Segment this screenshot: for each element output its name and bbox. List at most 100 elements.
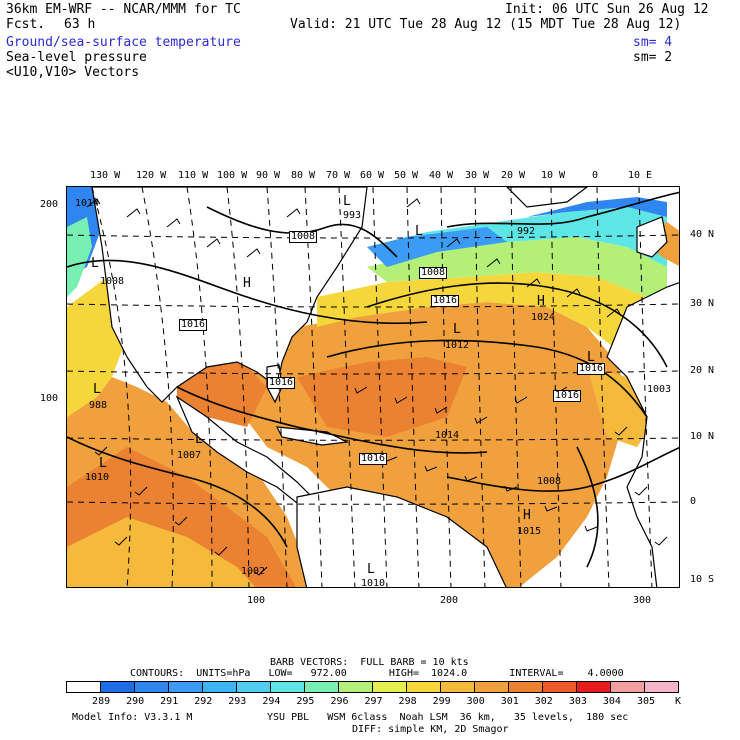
isobar-label: 1002 (241, 566, 266, 577)
grid-label-left: 200 (40, 199, 59, 210)
low-marker: L (91, 256, 99, 271)
isobar-label: 1016 (179, 319, 208, 331)
lat-label: 0 (690, 496, 697, 507)
init-time: Init: 06 UTC Sun 26 Aug 12 (505, 2, 709, 17)
colorbar-tick-label: 295 (296, 696, 315, 707)
isobar-label: 1015 (517, 526, 542, 537)
lat-label: 10 N (690, 431, 715, 442)
colorbar-tick-label: 291 (160, 696, 179, 707)
barb-vectors-note: BARB VECTORS: FULL BARB = 10 kts (270, 657, 469, 668)
lon-label: 130 W (90, 170, 121, 181)
lon-label: 70 W (326, 170, 351, 181)
colorbar-tick-label: 304 (602, 696, 621, 707)
lon-label: 40 W (429, 170, 454, 181)
wind-barbs (86, 198, 668, 576)
low-marker: L (367, 562, 375, 577)
colorbar-cell (169, 682, 203, 692)
high-marker: H (537, 294, 545, 309)
isobar-label: 1010 (85, 472, 110, 483)
lon-label: 10 E (628, 170, 653, 181)
colorbar-cell (373, 682, 407, 692)
colorbar-tick-label: 289 (92, 696, 111, 707)
colorbar-cell (577, 682, 611, 692)
grid-label-bottom: 300 (633, 595, 652, 606)
high-marker: H (243, 276, 251, 291)
isobar-label: 1010 (361, 578, 386, 588)
colorbar-cell (611, 682, 645, 692)
low-marker: L (415, 224, 423, 239)
colorbar-cell (475, 682, 509, 692)
lon-label: 60 W (360, 170, 385, 181)
colorbar-tick-label: 305 (636, 696, 655, 707)
lon-label: 90 W (256, 170, 281, 181)
colorbar-cell (509, 682, 543, 692)
isobar-label: 1016 (267, 377, 296, 389)
colorbar-tick-label: 303 (568, 696, 587, 707)
lon-label: 80 W (291, 170, 316, 181)
lon-label: 100 W (217, 170, 248, 181)
low-marker: L (587, 350, 595, 365)
colorbar-cell (441, 682, 475, 692)
grid-label-left: 100 (40, 393, 59, 404)
low-marker: L (93, 382, 101, 397)
low-marker: L (453, 322, 461, 337)
lon-label: 20 W (501, 170, 526, 181)
colorbar-cell (271, 682, 305, 692)
lon-label: 50 W (394, 170, 419, 181)
low-marker: L (343, 194, 351, 209)
isobar-label: 1008 (100, 276, 125, 287)
lon-label: 10 W (541, 170, 566, 181)
colorbar-tick-label: 299 (432, 696, 451, 707)
colorbar-cell (645, 682, 678, 692)
field-label-vectors: <U10,V10> Vectors (6, 65, 140, 80)
colorbar-tick-label: 292 (194, 696, 213, 707)
colorbar-cell (203, 682, 237, 692)
lon-label: 110 W (178, 170, 209, 181)
colorbar-cell (237, 682, 271, 692)
high-marker: H (523, 508, 531, 523)
isobar-label: 1024 (531, 312, 556, 323)
valid-time: Valid: 21 UTC Tue 28 Aug 12 (15 MDT Tue … (290, 17, 682, 32)
isobar-label: 1012 (445, 340, 470, 351)
colorbar-tick-label: 296 (330, 696, 349, 707)
lon-label: 30 W (465, 170, 490, 181)
lat-lon-grid (67, 187, 679, 587)
colorbar-tick-label: 290 (126, 696, 145, 707)
field-label-pressure: Sea-level pressure (6, 50, 147, 65)
isobar-label: 1007 (177, 450, 202, 461)
lat-label: 10 S (690, 574, 715, 585)
field-smoothing-temperature: sm= 4 (633, 35, 673, 50)
forecast-hours: 63 h (64, 17, 96, 32)
colorbar-cell (407, 682, 441, 692)
forecast-label: Fcst. (6, 17, 46, 32)
isobar-label: 1014 (75, 198, 100, 209)
isobar-label: 992 (517, 226, 536, 237)
isobars (67, 191, 679, 568)
lon-label: 0 (592, 170, 599, 181)
colorbar-unit: K (675, 696, 682, 707)
colorbar-tick-label: 294 (262, 696, 281, 707)
grid-label-bottom: 100 (247, 595, 266, 606)
lat-label: 20 N (690, 365, 715, 376)
isobar-label: 1016 (577, 363, 606, 375)
colorbar-tick-label: 298 (398, 696, 417, 707)
colorbar-cell (305, 682, 339, 692)
weather-map: 1014 1008 1008 993 992 1016 1008 1016 10… (66, 186, 680, 588)
model-title: 36km EM-WRF -- NCAR/MMM for TC (6, 2, 241, 17)
colorbar-tick-label: 300 (466, 696, 485, 707)
grid-label-bottom: 200 (440, 595, 459, 606)
model-info: Model Info: V3.3.1 M (72, 712, 193, 723)
map-canvas (67, 187, 679, 587)
isobar-label: 988 (89, 400, 108, 411)
lat-label: 40 N (690, 229, 715, 240)
isobar-label: 1014 (435, 430, 460, 441)
low-marker: L (99, 456, 107, 471)
isobar-label: 1016 (553, 390, 582, 402)
low-marker: L (195, 432, 203, 447)
lon-label: 120 W (136, 170, 167, 181)
field-label-temperature: Ground/sea-surface temperature (6, 35, 241, 50)
contours-note: CONTOURS: UNITS=hPa LOW= 972.00 HIGH= 10… (130, 668, 624, 679)
colorbar-tick-label: 293 (228, 696, 247, 707)
diffusion-info: DIFF: simple KM, 2D Smagor (352, 724, 509, 735)
isobar-label: 1016 (431, 295, 460, 307)
